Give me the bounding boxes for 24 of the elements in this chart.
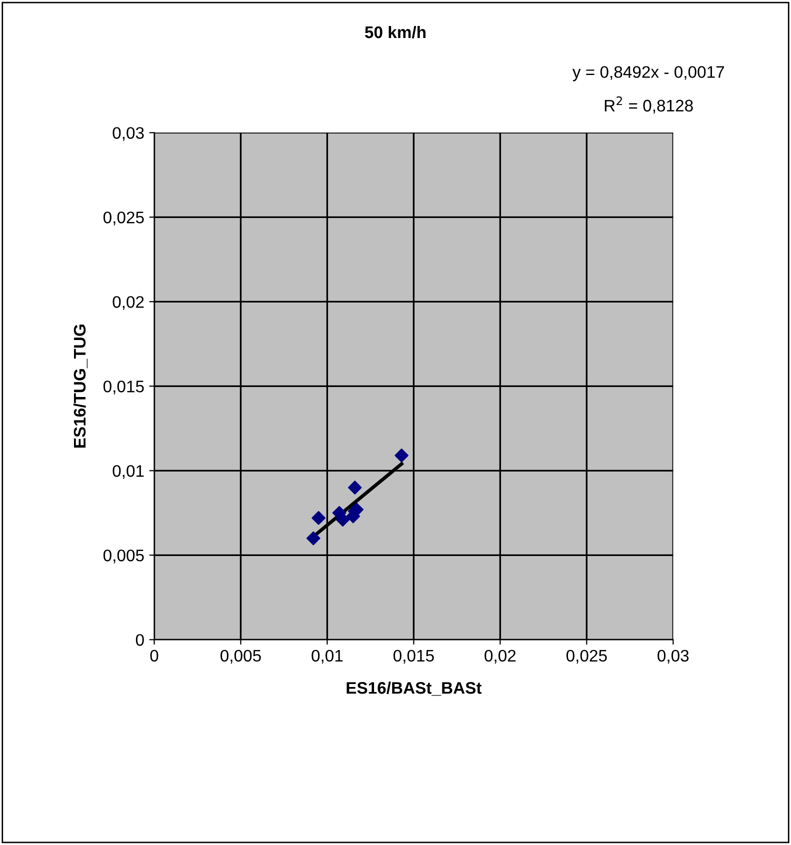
x-tick-label: 0,02: [484, 650, 516, 664]
x-axis-title: ES16/BASt_BASt: [346, 682, 482, 696]
x-tick-label: 0,005: [220, 650, 261, 664]
y-tick-label: 0,015: [103, 380, 144, 394]
point: [394, 448, 408, 462]
y-tick-label: 0,005: [103, 550, 144, 564]
y-tick-label: 0,02: [112, 296, 144, 310]
y-axis-title: ES16/TUG_TUG: [73, 324, 88, 448]
point: [306, 531, 320, 546]
x-tick-label: 0,03: [658, 650, 689, 664]
point: [336, 512, 350, 527]
text: R$^{2}$ = 0,8128: [604, 96, 693, 114]
y-tick-label: 0,01: [112, 465, 144, 479]
x-tick-label: 0,015: [393, 650, 434, 664]
point: [348, 480, 362, 494]
text: y = 0,8492x - 0,0017: [572, 66, 724, 82]
point: [312, 511, 326, 525]
y-tick-label: 0,025: [103, 212, 144, 226]
x-tick-label: 0,01: [312, 650, 343, 664]
x-tick-label: 0,025: [566, 650, 607, 664]
y-tick-label: 0,03: [112, 127, 144, 141]
x-tick-label: 0: [150, 650, 158, 662]
y-tick-label: 0: [136, 634, 144, 646]
chart-title: 50 km/h: [364, 26, 426, 38]
